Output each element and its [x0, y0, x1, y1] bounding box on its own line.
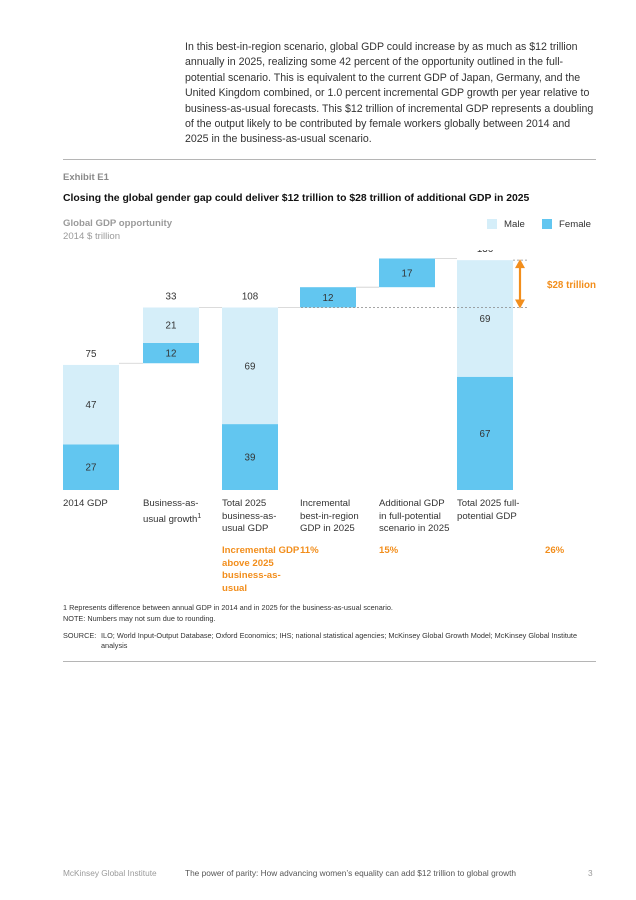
footnote-note: NOTE: Numbers may not sum due to roundin… [63, 614, 216, 623]
category-label-1: 2014 GDP [63, 498, 108, 509]
bar-6-female-segment [457, 376, 513, 490]
footer-publisher: McKinsey Global Institute [63, 868, 157, 878]
annotation-arrow-head-down [515, 299, 525, 309]
pct-best-in-region: 11% [300, 545, 319, 556]
footer-title: The power of parity: How advancing women… [185, 868, 516, 878]
bar-5-female-value-label: 17 [402, 268, 413, 279]
bar-4-female-segment [300, 287, 356, 308]
category-label-6: Total 2025 full-potential GDP [457, 498, 520, 522]
source-text: ILO; World Input-Output Database; Oxford… [101, 631, 577, 650]
category-label-3: Total 2025 business-as-usual GDP [222, 498, 277, 535]
bar-4-female-value-label: 12 [323, 293, 334, 304]
bar-3-male-segment [222, 307, 278, 425]
bar-1-male-value-label: 47 [86, 400, 97, 411]
legend-male-label: Male [504, 219, 525, 230]
bar-2-female-value-label: 12 [166, 349, 177, 360]
bar-1-male-segment [63, 364, 119, 445]
bar-1-female-segment [63, 444, 119, 490]
incremental-label: Incremental GDP above 2025 business-as-u… [222, 545, 300, 594]
legend-female-swatch [542, 219, 552, 229]
bar-5-female-segment [379, 258, 435, 288]
waterfall-chart: 27 47 75 12 21 33 39 69 108 12 17 67 69 136 $28 trilli… [63, 250, 596, 490]
top-divider [63, 159, 596, 160]
bar-6-total-label: 136 [477, 250, 494, 255]
exhibit-label: Exhibit E1 [63, 172, 109, 183]
bar-6-male-value-label: 69 [480, 314, 491, 325]
pct-full-potential-additional: 15% [379, 545, 399, 556]
category-label-2: Business-as-usual growth1 [143, 498, 202, 525]
metric-unit: 2014 $ trillion [63, 231, 121, 242]
bar-6-female-value-label: 67 [480, 429, 491, 440]
bar-3-female-value-label: 39 [245, 453, 256, 464]
bar-3-total-label: 108 [242, 291, 259, 302]
source-label: SOURCE: [63, 631, 97, 640]
bottom-divider [63, 661, 596, 662]
footnote-1: 1 Represents difference between annual G… [63, 603, 393, 612]
bar-2-male-segment [143, 307, 199, 343]
exhibit-title: Closing the global gender gap could deli… [63, 193, 530, 204]
annotation-arrow-head-up [515, 259, 525, 269]
legend-female-label: Female [559, 219, 591, 230]
bar-1-total-label: 75 [86, 349, 97, 360]
pct-full-potential-total: 26% [545, 545, 565, 556]
bar-1-female-value-label: 27 [86, 463, 97, 474]
bar-2-female-segment [143, 342, 199, 364]
intro-paragraph: In this best-in-region scenario, global … [185, 41, 594, 146]
metric-title: Global GDP opportunity [63, 218, 173, 229]
annotation-label: $28 trillion [547, 280, 596, 291]
bar-3-female-segment [222, 424, 278, 490]
bar-3-male-value-label: 69 [245, 361, 256, 372]
footer-page-number: 3 [588, 868, 593, 878]
category-label-4: Incremental best-in-region GDP in 2025 [300, 498, 359, 535]
bar-2-total-label: 33 [166, 291, 177, 302]
bar-6-male-segment [457, 260, 513, 377]
legend-male-swatch [487, 219, 497, 229]
bar-2-male-value-label: 21 [166, 321, 177, 332]
category-label-5: Additional GDP in full-potential scenario … [379, 498, 450, 535]
